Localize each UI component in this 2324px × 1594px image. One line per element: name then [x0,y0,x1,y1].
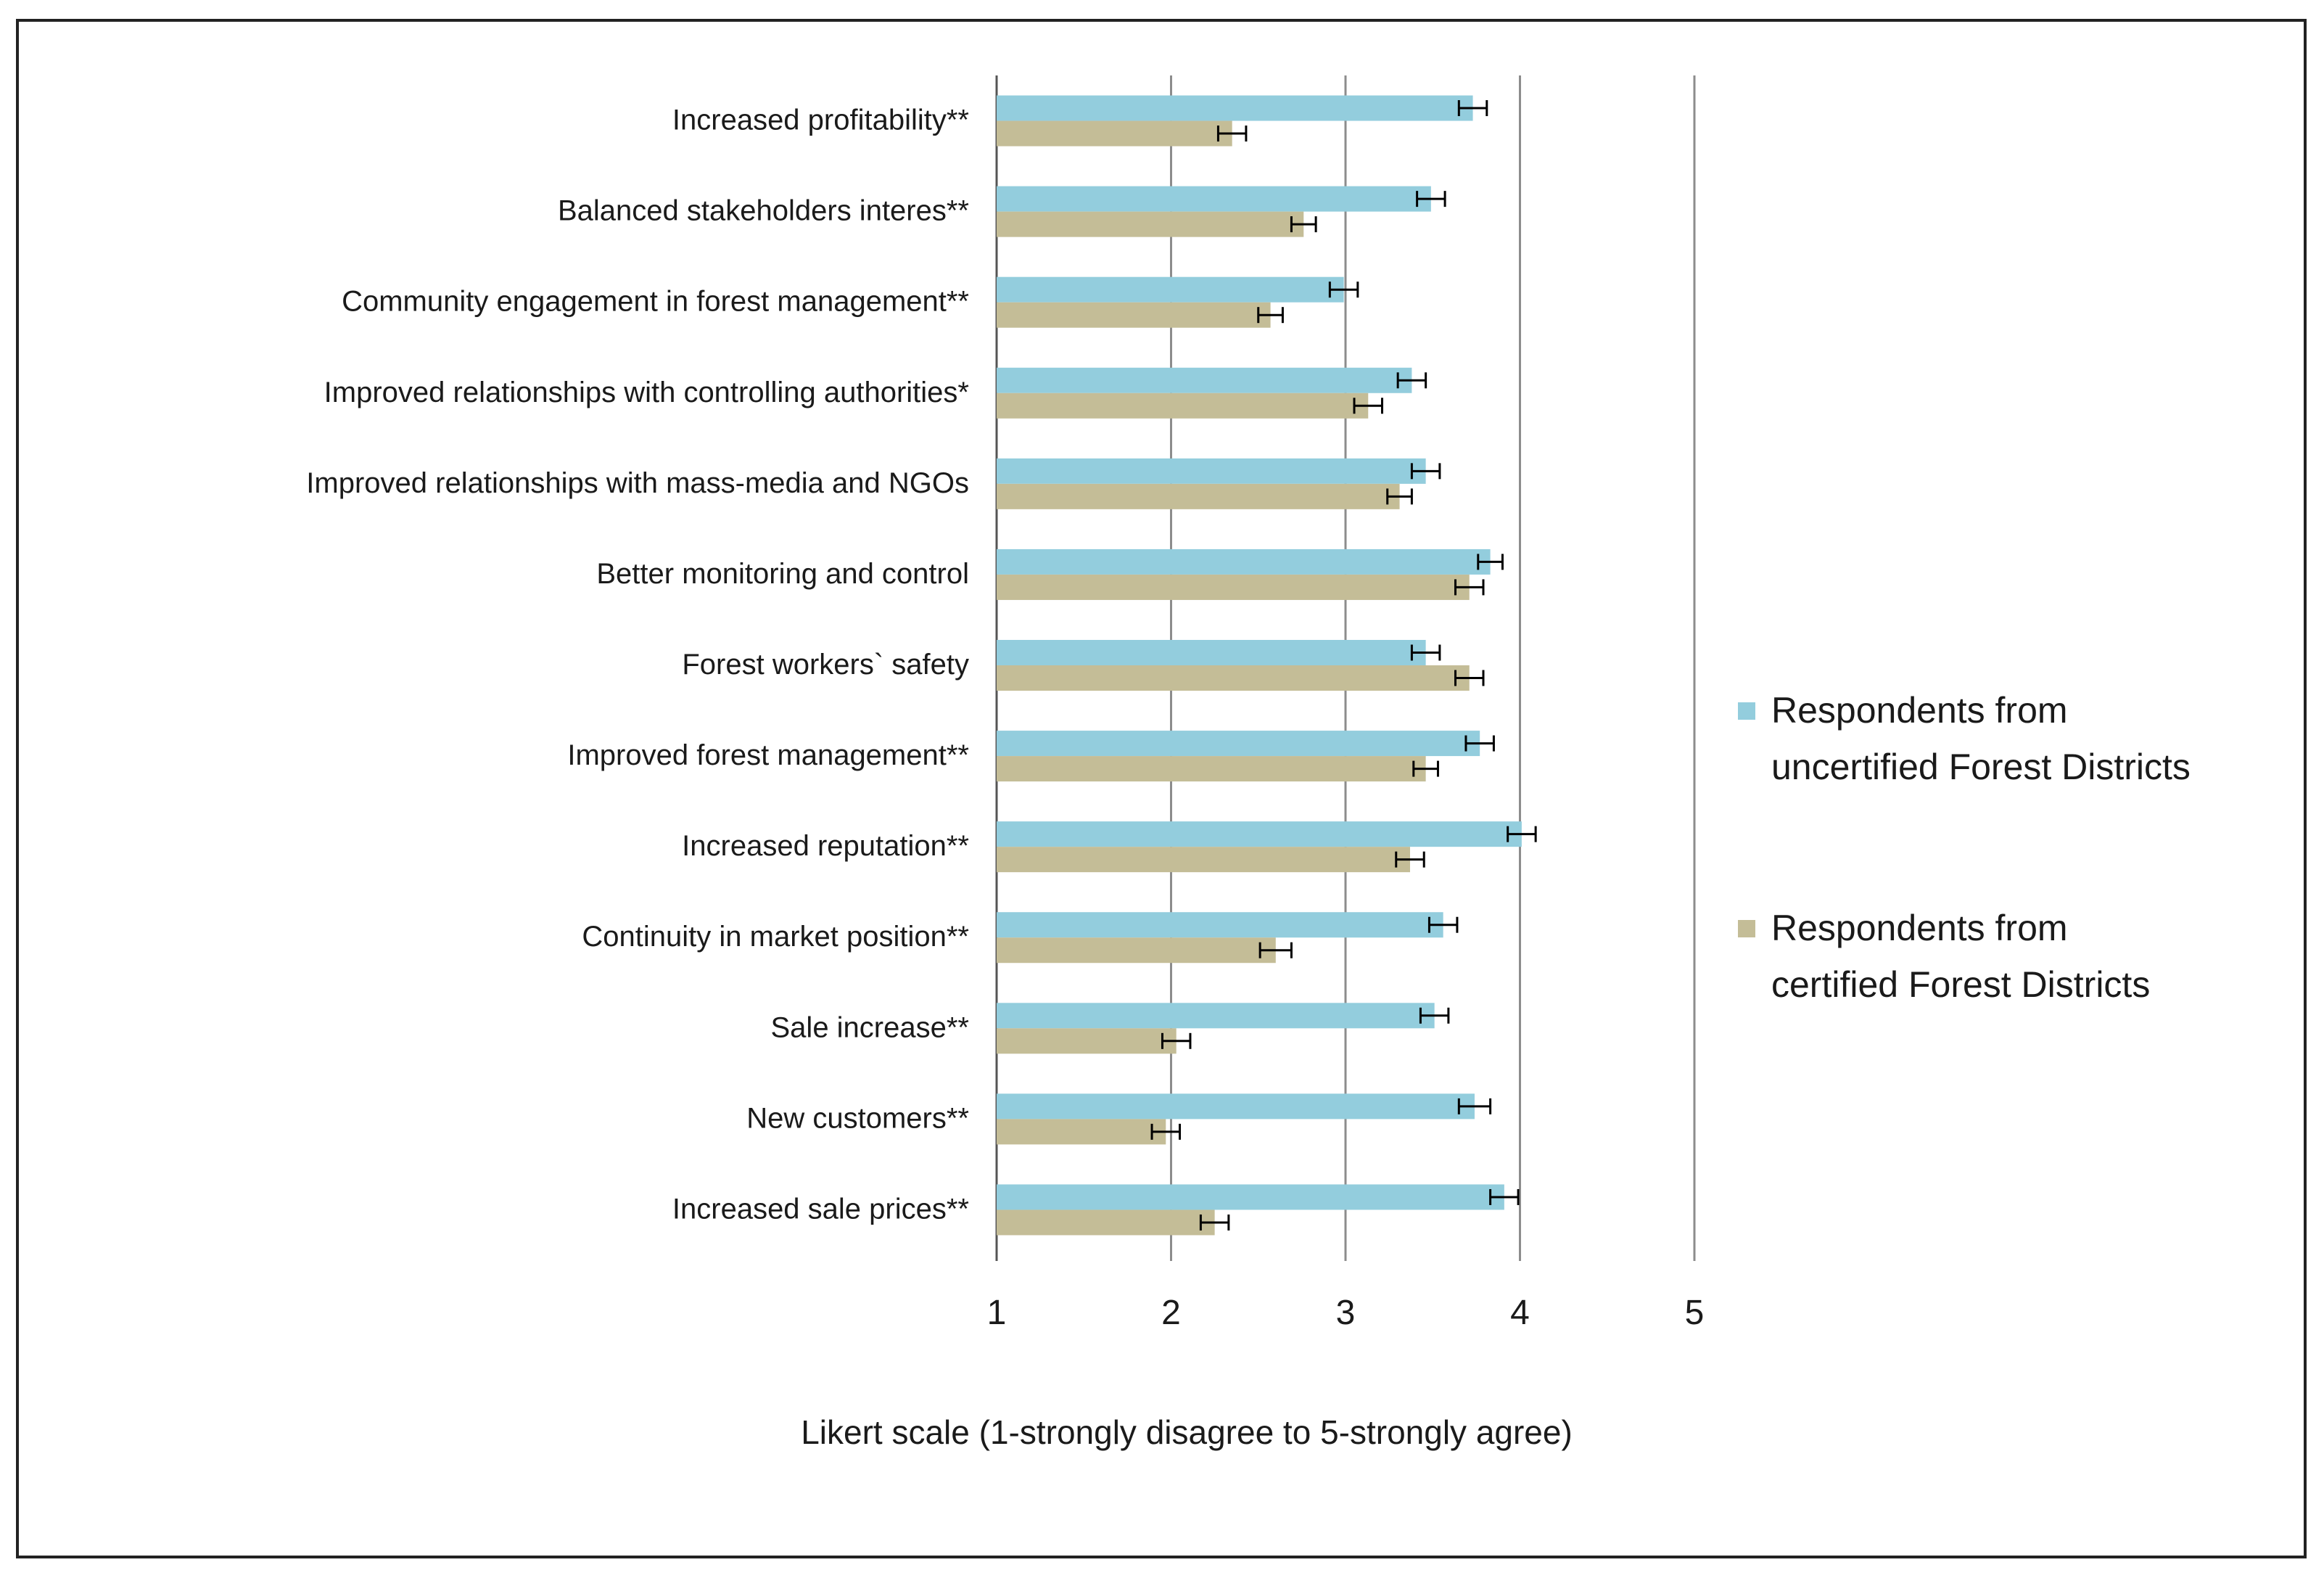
error-bar [1457,100,1488,117]
x-tick-label: 5 [1685,1294,1705,1332]
error-bar [1328,282,1359,298]
bar-uncertified [997,731,1480,757]
bar-certified [997,1028,1177,1054]
error-bar [1410,463,1441,480]
legend-label: uncertified Forest Districts [1771,747,2191,787]
error-bar [1199,1214,1230,1231]
x-axis-title: Likert scale (1-strongly disagree to 5-s… [801,1413,1573,1451]
error-bar [1161,1032,1192,1049]
bar-uncertified [997,549,1491,575]
bar-uncertified [997,821,1522,847]
category-label: Better monitoring and control [596,558,969,590]
bar-uncertified [997,458,1426,484]
bar-certified [997,393,1369,419]
bar-certified [997,483,1400,509]
category-label: Forest workers` safety [682,649,969,681]
legend-label: Respondents from [1771,690,2068,731]
bar-layer [997,95,1522,1236]
category-label: Continuity in market position** [582,921,969,953]
error-bar [1464,735,1495,752]
error-bar [1454,579,1485,596]
error-bar [1454,670,1485,686]
bar-certified [997,847,1410,873]
category-label: Improved relationships with mass-media a… [306,467,969,499]
bar-certified [997,1209,1215,1236]
error-bar [1416,191,1446,208]
bar-uncertified [997,186,1431,212]
error-bar [1396,372,1427,389]
error-bar [1427,916,1459,933]
error-bar [1216,126,1248,142]
legend-label: certified Forest Districts [1771,964,2150,1005]
error-layer [1150,100,1537,1231]
legend: Respondents from uncertified Forest Distr… [1738,690,2191,1005]
error-bar [1290,216,1317,233]
error-bar [1395,851,1425,868]
category-label: Increased sale prices** [672,1193,969,1225]
error-bar [1457,1098,1492,1114]
bar-uncertified [997,276,1344,303]
bar-uncertified [997,95,1473,121]
bar-uncertified [997,640,1426,665]
bar-certified [997,211,1304,237]
chart-svg: 1 2 3 4 5 Increased profitability** Balanced s… [306,75,2191,1451]
bar-certified [997,937,1276,964]
error-bar [1419,1007,1450,1024]
category-label: Improved relationships with controlling … [324,377,969,408]
category-label: Increased profitability** [672,104,969,136]
error-bar [1507,826,1537,842]
legend-swatch [1738,920,1755,937]
error-bar [1477,554,1504,570]
category-label: New customers** [746,1102,969,1134]
bar-uncertified [997,1003,1435,1029]
bar-uncertified [997,1184,1504,1210]
x-tick-label: 1 [987,1294,1007,1332]
bar-certified [997,302,1271,328]
bar-uncertified [997,1093,1475,1120]
error-bar [1257,307,1284,324]
bar-certified [997,665,1470,691]
category-label: Balanced stakeholders interes** [558,195,969,227]
category-label: Improved forest management** [567,739,969,771]
error-bar [1489,1188,1520,1205]
error-bar [1353,398,1384,414]
bar-certified [997,756,1426,782]
x-tick-label: 3 [1336,1294,1356,1332]
bar-uncertified [997,912,1443,938]
bar-certified [997,120,1232,147]
error-bar [1258,942,1293,958]
category-label: Increased reputation** [682,830,969,862]
x-tick-label: 4 [1510,1294,1530,1332]
category-label: Community engagement in forest managemen… [342,286,969,318]
legend-swatch [1738,702,1755,720]
label-layer: 1 2 3 4 5 Increased profitability** Balanced s… [306,104,1704,1332]
legend-label: Respondents from [1771,908,2068,948]
bar-uncertified [997,367,1412,393]
x-tick-label: 2 [1161,1294,1181,1332]
chart-frame: 1 2 3 4 5 Increased profitability** Balanced s… [16,19,2307,1558]
error-bar [1412,760,1439,777]
error-bar [1386,488,1413,505]
category-label: Sale increase** [771,1011,970,1043]
error-bar [1150,1123,1182,1140]
error-bar [1410,644,1441,661]
bar-certified [997,1119,1166,1145]
bar-certified [997,574,1470,600]
